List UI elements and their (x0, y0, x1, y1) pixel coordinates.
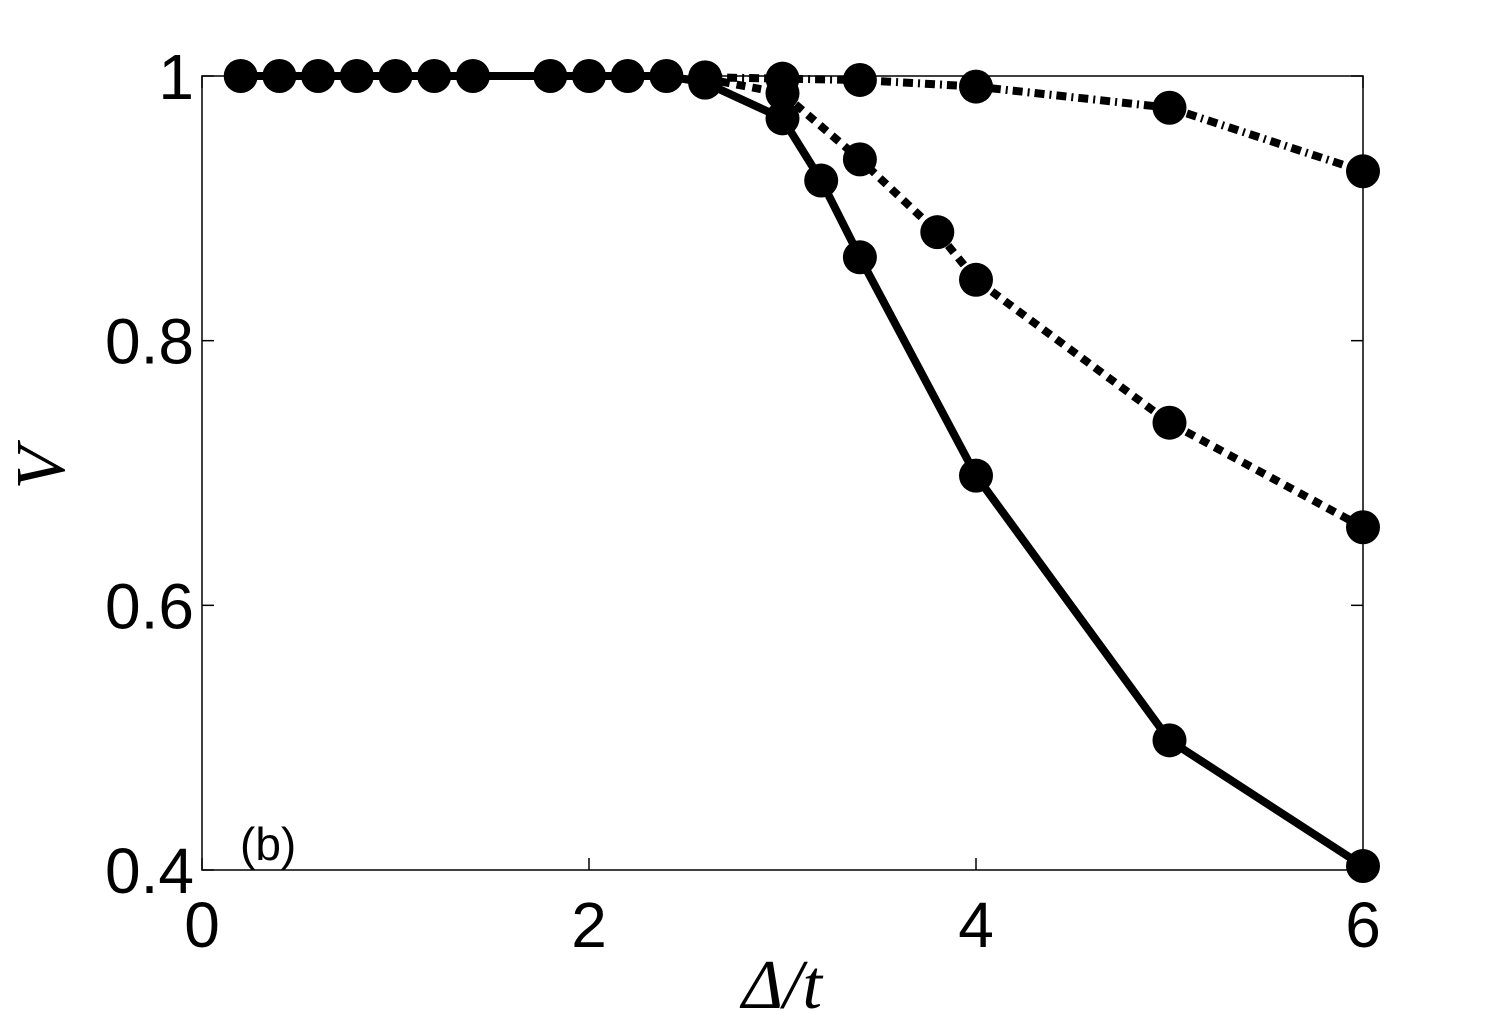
x-tick-label: 2 (571, 889, 607, 961)
y-tick-label: 0.8 (105, 306, 194, 378)
series-1-point (417, 59, 452, 93)
series-2-point (959, 262, 993, 297)
x-axis-label: Δ/t (739, 947, 824, 1024)
series-2-point (1346, 510, 1380, 545)
y-tick-label: 0.6 (105, 570, 194, 642)
series-2-point (1152, 405, 1187, 440)
series-1-point (301, 59, 336, 93)
series-3-line (705, 73, 1365, 176)
series-3-point (1152, 90, 1187, 125)
series-1-point (804, 163, 839, 198)
series-3-dash-dot (688, 60, 1380, 189)
series-2-point (920, 215, 955, 250)
series-1-point (959, 458, 993, 493)
series-1-point (339, 59, 374, 93)
series-3-point (842, 62, 877, 97)
x-tick-label: 0 (184, 889, 220, 961)
y-axis-label: V (3, 439, 80, 489)
series-3-point (765, 61, 800, 96)
panel-label: (b) (240, 818, 296, 870)
series-1-point (1346, 849, 1380, 884)
series-3-point (688, 60, 723, 95)
series-1-point (262, 59, 297, 93)
series-1-point (1152, 723, 1187, 758)
y-tick-label: 0.4 (105, 835, 194, 907)
series-2-point (842, 142, 877, 177)
series-1-point (533, 59, 568, 93)
series-1-point (610, 59, 645, 93)
series-1-solid (223, 59, 1380, 884)
series-1-point (378, 59, 413, 93)
series-1-point (649, 59, 684, 93)
series-3-point (959, 69, 993, 104)
series-1-point (765, 101, 800, 136)
x-tick-label: 4 (958, 889, 994, 961)
series-1-point (572, 59, 606, 93)
y-tick-label: 1 (158, 41, 194, 113)
axes: 0 2 4 6 0.4 0.6 0.8 1 (105, 41, 1381, 961)
series-1-point (842, 240, 877, 275)
series-group (223, 59, 1380, 884)
series-1-point (223, 59, 258, 93)
series-1-point (455, 59, 490, 93)
x-tick-label: 6 (1345, 889, 1381, 961)
series-3-point (1346, 154, 1380, 189)
